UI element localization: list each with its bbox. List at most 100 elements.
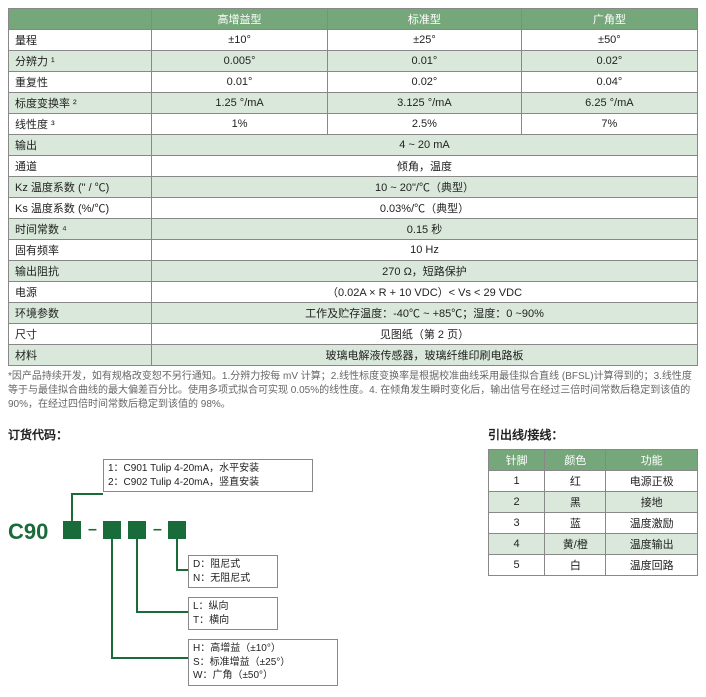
spec-cell: ±25° [328, 30, 522, 51]
spec-row-label: 分辨力 ¹ [9, 51, 152, 72]
spec-row-span: 0.15 秒 [152, 219, 698, 240]
spec-row-span: （0.02A × R + 10 VDC）< Vs < 29 VDC [152, 282, 698, 303]
spec-row-span: 4 ~ 20 mA [152, 135, 698, 156]
c90-label: C90 [8, 519, 48, 545]
spec-row-label: 尺寸 [9, 324, 152, 345]
spec-cell: 0.02° [328, 72, 522, 93]
line4v [176, 539, 178, 569]
spec-header-c2: 标准型 [328, 9, 522, 30]
spec-row: 输出4 ~ 20 mA [9, 135, 698, 156]
spec-cell: 2.5% [328, 114, 522, 135]
spec-row: 分辨力 ¹0.005°0.01°0.02° [9, 51, 698, 72]
spec-row-label: Kz 温度系数 (" / ℃) [9, 177, 152, 198]
spec-cell: ±50° [521, 30, 697, 51]
line2h [111, 657, 188, 659]
spec-row: 材料玻璃电解液传感器，玻璃纤维印刷电路板 [9, 345, 698, 366]
footnote: *因产品持续开发，如有规格改变恕不另行通知。1.分辨力按每 mV 计算；2.线性… [8, 370, 698, 412]
spec-row-label: 量程 [9, 30, 152, 51]
pin-cell: 2 [489, 492, 545, 513]
spec-row: 环境参数工作及贮存温度：-40℃ ~ +85℃；湿度：0 ~90% [9, 303, 698, 324]
pin-cell: 3 [489, 513, 545, 534]
pin-h2: 颜色 [545, 450, 606, 471]
spec-cell: 6.25 °/mA [521, 93, 697, 114]
spec-row: 标度变换率 ²1.25 °/mA3.125 °/mA6.25 °/mA [9, 93, 698, 114]
opt-box-1: 1：C901 Tulip 4-20mA，水平安装 2：C902 Tulip 4-… [103, 459, 313, 492]
spec-cell: 7% [521, 114, 697, 135]
sq-1 [63, 521, 81, 539]
spec-row: 尺寸见图纸（第 2 页） [9, 324, 698, 345]
spec-row-span: 倾角，温度 [152, 156, 698, 177]
pin-cell: 黄/橙 [545, 534, 606, 555]
spec-cell: 1% [152, 114, 328, 135]
spec-row-label: 通道 [9, 156, 152, 177]
spec-row-span: 见图纸（第 2 页） [152, 324, 698, 345]
pin-row: 4黄/橙温度输出 [489, 534, 698, 555]
pin-cell: 白 [545, 555, 606, 576]
spec-cell: 0.01° [152, 72, 328, 93]
line1h [71, 493, 103, 495]
spec-cell: 0.04° [521, 72, 697, 93]
spec-row: Ks 温度系数 (%/℃)0.03%/℃（典型） [9, 198, 698, 219]
pin-cell: 1 [489, 471, 545, 492]
spec-cell: 0.02° [521, 51, 697, 72]
pin-table: 针脚 颜色 功能 1红电源正极2黑接地3蓝温度激励4黄/橙温度输出5白温度回路 [488, 449, 698, 576]
spec-row-span: 玻璃电解液传感器，玻璃纤维印刷电路板 [152, 345, 698, 366]
pin-cell: 4 [489, 534, 545, 555]
spec-row-span: 0.03%/℃（典型） [152, 198, 698, 219]
spec-cell: 0.005° [152, 51, 328, 72]
spec-row-label: 线性度 ³ [9, 114, 152, 135]
pin-row: 1红电源正极 [489, 471, 698, 492]
pin-header-row: 针脚 颜色 功能 [489, 450, 698, 471]
spec-row-label: 材料 [9, 345, 152, 366]
dash-2: – [153, 521, 162, 539]
pin-row: 5白温度回路 [489, 555, 698, 576]
pin-cell: 5 [489, 555, 545, 576]
spec-row-label: 输出 [9, 135, 152, 156]
spec-cell: 0.01° [328, 51, 522, 72]
spec-row: 时间常数 ⁴0.15 秒 [9, 219, 698, 240]
line3h [136, 611, 188, 613]
spec-cell: 3.125 °/mA [328, 93, 522, 114]
spec-row-label: 输出阻抗 [9, 261, 152, 282]
spec-row-label: Ks 温度系数 (%/℃) [9, 198, 152, 219]
spec-row: 线性度 ³1%2.5%7% [9, 114, 698, 135]
line2v [111, 539, 113, 657]
spec-header-c3: 广角型 [521, 9, 697, 30]
spec-row-label: 电源 [9, 282, 152, 303]
order-code-diagram: C90 – – 1：C901 Tulip 4-20mA，水平安装 2：C902 … [8, 449, 388, 689]
pin-cell: 温度输出 [606, 534, 698, 555]
opt-box-2: D：阻尼式 N：无阻尼式 [188, 555, 278, 588]
spec-row: 重复性0.01°0.02°0.04° [9, 72, 698, 93]
spec-row-label: 重复性 [9, 72, 152, 93]
pin-cell: 电源正极 [606, 471, 698, 492]
line1v [71, 493, 73, 521]
sq-4 [168, 521, 186, 539]
dash-1: – [88, 521, 97, 539]
pin-h3: 功能 [606, 450, 698, 471]
spec-row-label: 时间常数 ⁴ [9, 219, 152, 240]
pin-row: 3蓝温度激励 [489, 513, 698, 534]
line4h [176, 569, 188, 571]
spec-cell: ±10° [152, 30, 328, 51]
spec-table: 高增益型 标准型 广角型 量程±10°±25°±50°分辨力 ¹0.005°0.… [8, 8, 698, 366]
pinout-title: 引出线/接线： [488, 426, 698, 443]
opt-box-4: H：高增益（±10°） S：标准增益（±25°） W：广角（±50°） [188, 639, 338, 686]
pin-cell: 温度回路 [606, 555, 698, 576]
spec-row: 通道倾角，温度 [9, 156, 698, 177]
opt-box-3: L：纵向 T：横向 [188, 597, 278, 630]
spec-row-span: 工作及贮存温度：-40℃ ~ +85℃；湿度：0 ~90% [152, 303, 698, 324]
pin-cell: 蓝 [545, 513, 606, 534]
pin-cell: 温度激励 [606, 513, 698, 534]
spec-row: 固有频率10 Hz [9, 240, 698, 261]
spec-row-label: 标度变换率 ² [9, 93, 152, 114]
pin-cell: 黑 [545, 492, 606, 513]
order-code-title: 订货代码： [8, 426, 388, 443]
spec-row: 电源（0.02A × R + 10 VDC）< Vs < 29 VDC [9, 282, 698, 303]
pin-cell: 红 [545, 471, 606, 492]
spec-row-label: 环境参数 [9, 303, 152, 324]
sq-3 [128, 521, 146, 539]
sq-2 [103, 521, 121, 539]
spec-row: 输出阻抗270 Ω，短路保护 [9, 261, 698, 282]
pin-h1: 针脚 [489, 450, 545, 471]
spec-row: Kz 温度系数 (" / ℃)10 ~ 20"/℃（典型） [9, 177, 698, 198]
